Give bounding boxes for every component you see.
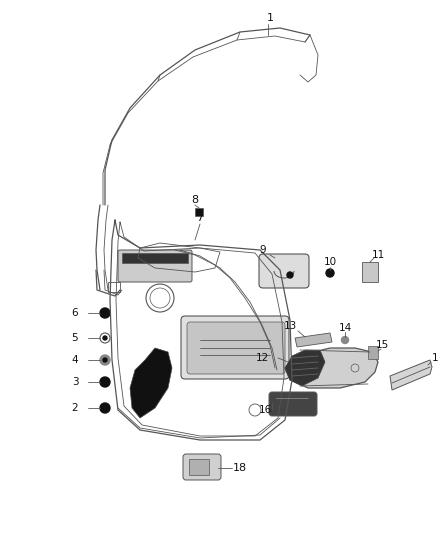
Circle shape bbox=[103, 336, 107, 340]
Circle shape bbox=[103, 358, 107, 362]
Text: 8: 8 bbox=[191, 195, 198, 205]
FancyBboxPatch shape bbox=[187, 322, 285, 374]
Circle shape bbox=[100, 355, 110, 365]
Text: 3: 3 bbox=[72, 377, 78, 387]
Text: 12: 12 bbox=[255, 353, 268, 363]
Text: 14: 14 bbox=[339, 323, 352, 333]
FancyBboxPatch shape bbox=[259, 254, 309, 288]
Bar bbox=[189, 459, 209, 475]
Polygon shape bbox=[285, 348, 378, 388]
Text: 16: 16 bbox=[258, 405, 272, 415]
Text: 2: 2 bbox=[72, 403, 78, 413]
Bar bbox=[368, 346, 378, 359]
Text: 6: 6 bbox=[72, 308, 78, 318]
FancyBboxPatch shape bbox=[118, 250, 192, 282]
Text: 1: 1 bbox=[266, 13, 273, 23]
Bar bbox=[122, 253, 188, 263]
Polygon shape bbox=[130, 348, 172, 418]
Text: 15: 15 bbox=[375, 340, 389, 350]
Polygon shape bbox=[295, 333, 332, 347]
Bar bbox=[108, 282, 120, 292]
Text: 18: 18 bbox=[233, 463, 247, 473]
Text: 9: 9 bbox=[260, 245, 266, 255]
Text: 4: 4 bbox=[72, 355, 78, 365]
Polygon shape bbox=[390, 360, 432, 390]
Circle shape bbox=[326, 269, 334, 277]
Circle shape bbox=[100, 403, 110, 413]
Circle shape bbox=[100, 308, 110, 318]
Text: 10: 10 bbox=[323, 257, 336, 267]
FancyBboxPatch shape bbox=[269, 392, 317, 416]
Text: 13: 13 bbox=[283, 321, 297, 331]
Bar bbox=[195, 208, 203, 216]
Text: 5: 5 bbox=[72, 333, 78, 343]
Polygon shape bbox=[285, 350, 325, 386]
Text: 17: 17 bbox=[432, 353, 438, 363]
Bar bbox=[362, 262, 378, 282]
Text: 11: 11 bbox=[371, 250, 385, 260]
FancyBboxPatch shape bbox=[181, 316, 289, 379]
Circle shape bbox=[100, 377, 110, 387]
Text: 7: 7 bbox=[196, 213, 204, 223]
Circle shape bbox=[287, 272, 293, 278]
Circle shape bbox=[342, 336, 349, 343]
FancyBboxPatch shape bbox=[183, 454, 221, 480]
